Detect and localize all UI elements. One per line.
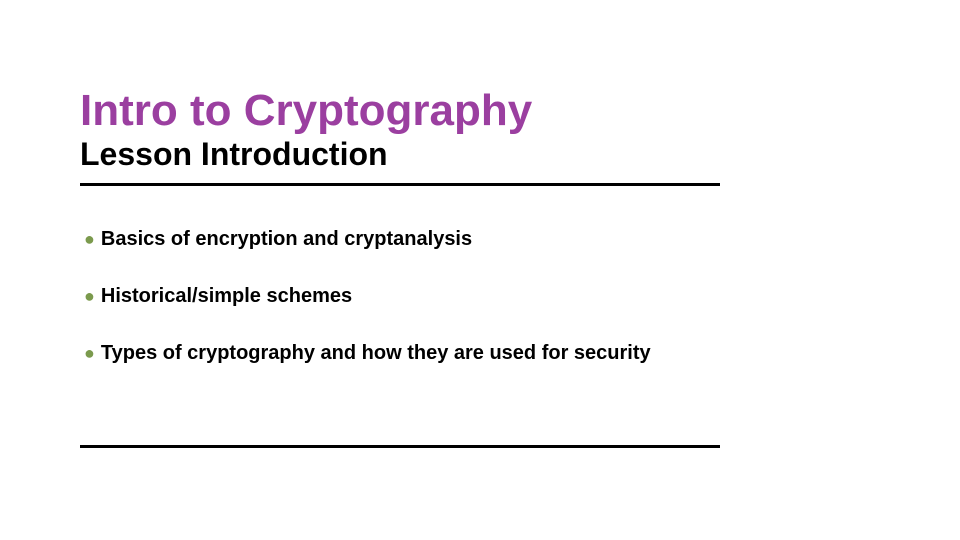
bullet-text: Historical/simple schemes [101, 285, 352, 308]
slide: Intro to Cryptography Lesson Introductio… [0, 0, 960, 540]
bullet-icon: ● [84, 287, 95, 305]
list-item: ● Types of cryptography and how they are… [84, 342, 880, 365]
divider-bottom [80, 445, 720, 448]
divider-top [80, 183, 720, 186]
bullet-text: Basics of encryption and cryptanalysis [101, 228, 472, 251]
bullet-list: ● Basics of encryption and cryptanalysis… [80, 228, 880, 365]
list-item: ● Basics of encryption and cryptanalysis [84, 228, 880, 251]
slide-title: Intro to Cryptography [80, 88, 880, 134]
bullet-text: Types of cryptography and how they are u… [101, 342, 651, 365]
list-item: ● Historical/simple schemes [84, 285, 880, 308]
bullet-icon: ● [84, 344, 95, 362]
slide-subtitle: Lesson Introduction [80, 136, 880, 173]
bullet-icon: ● [84, 230, 95, 248]
